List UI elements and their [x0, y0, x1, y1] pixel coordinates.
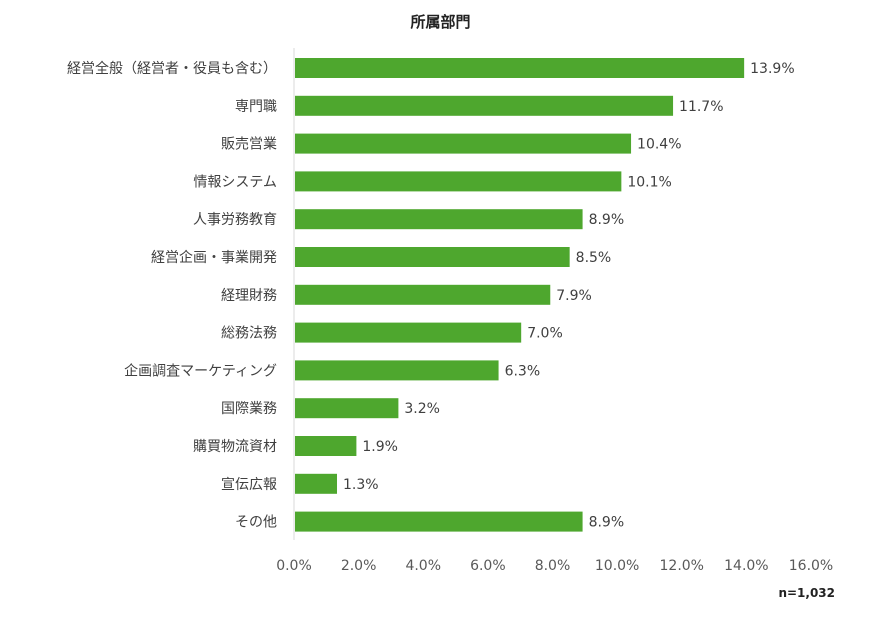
data-label: 1.3%: [343, 477, 379, 493]
bar: [295, 360, 499, 381]
bar: [295, 58, 745, 78]
bar: [295, 209, 583, 230]
bar: [295, 171, 622, 192]
x-tick-label: 2.0%: [341, 558, 377, 574]
data-label: 1.9%: [362, 439, 398, 455]
category-label: 購買物流資材: [193, 439, 277, 455]
x-tick-label: 0.0%: [276, 558, 312, 574]
category-label: 経営企画・事業開発: [151, 249, 277, 266]
x-tick-label: 16.0%: [789, 558, 833, 574]
bar: [295, 511, 583, 532]
bar: [295, 436, 357, 456]
category-label: 宣伝広報: [221, 477, 277, 493]
category-label: 企画調査マーケティング: [124, 362, 277, 379]
data-label: 8.5%: [576, 250, 612, 266]
x-tick-label: 8.0%: [535, 558, 571, 574]
data-label: 10.4%: [637, 137, 681, 153]
data-label: 7.0%: [527, 326, 563, 342]
data-label: 11.7%: [679, 99, 723, 115]
data-label: 6.3%: [505, 363, 541, 379]
x-tick-label: 12.0%: [660, 558, 704, 574]
category-label: 人事労務教育: [193, 212, 277, 228]
data-label: 13.9%: [750, 61, 794, 77]
bar: [295, 133, 632, 154]
category-label: 経理財務: [221, 288, 277, 304]
x-tick-label: 10.0%: [595, 558, 639, 574]
x-tick-label: 4.0%: [405, 558, 441, 574]
category-label: その他: [235, 515, 277, 531]
sample-size-note: n=1,032: [778, 586, 835, 600]
data-label: 8.9%: [589, 212, 625, 228]
category-label: 専門職: [235, 99, 277, 115]
bar: [295, 95, 674, 116]
category-label: 販売営業: [221, 137, 277, 153]
x-tick-label: 6.0%: [470, 558, 506, 574]
category-label: 国際業務: [221, 401, 277, 417]
bar: [295, 473, 338, 494]
bar: [295, 284, 551, 305]
category-label: 経営全般（経営者・役員も含む）: [67, 60, 277, 77]
category-label: 総務法務: [221, 326, 277, 342]
category-label: 情報システム: [193, 174, 277, 190]
bar: [295, 398, 399, 419]
data-label: 3.2%: [404, 401, 440, 417]
data-label: 7.9%: [556, 288, 592, 304]
x-tick-label: 14.0%: [724, 558, 768, 574]
bar: [295, 322, 522, 343]
data-label: 10.1%: [627, 174, 671, 190]
data-label: 8.9%: [589, 515, 625, 531]
chart-title: 所属部門: [410, 13, 471, 31]
bar: [295, 247, 570, 267]
